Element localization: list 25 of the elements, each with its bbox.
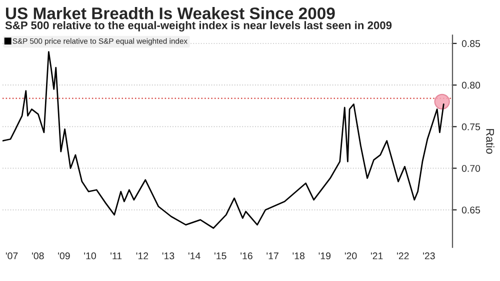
x-tick-label: '21	[370, 252, 383, 260]
y-tick-label: 0.85	[462, 40, 480, 48]
x-tick-label: '07	[6, 252, 18, 260]
x-tick-label: '16	[240, 252, 252, 260]
x-tick-label: '15	[214, 252, 226, 260]
x-tick-label: '20	[344, 252, 357, 260]
x-tick-label: '23	[423, 252, 435, 260]
x-tick-label: '12	[136, 252, 148, 260]
x-tick-label: '14	[188, 252, 200, 260]
y-tick-label: 0.65	[462, 206, 480, 214]
x-tick-label: '13	[162, 252, 174, 260]
x-tick-label: '11	[110, 252, 122, 260]
x-tick-label: '18	[292, 252, 305, 260]
chart-title: US Market Breadth Is Weakest Since 2009	[6, 7, 335, 20]
y-tick-label: 0.70	[462, 164, 480, 172]
y-tick-label: 0.75	[462, 123, 480, 130]
x-tick-label: '08	[32, 252, 44, 260]
chart-subtitle: S&P 500 relative to the equal-weight index is near levels last seen in 2009	[5, 21, 392, 32]
y-axis-title: Ratio	[486, 129, 494, 154]
y-tick-label: 0.80	[462, 82, 480, 89]
x-tick-label: '22	[397, 252, 409, 260]
x-tick-label: '17	[266, 252, 278, 260]
x-tick-label: '09	[58, 252, 70, 260]
x-tick-label: '19	[318, 252, 331, 260]
x-tick-label: '10	[84, 252, 96, 260]
